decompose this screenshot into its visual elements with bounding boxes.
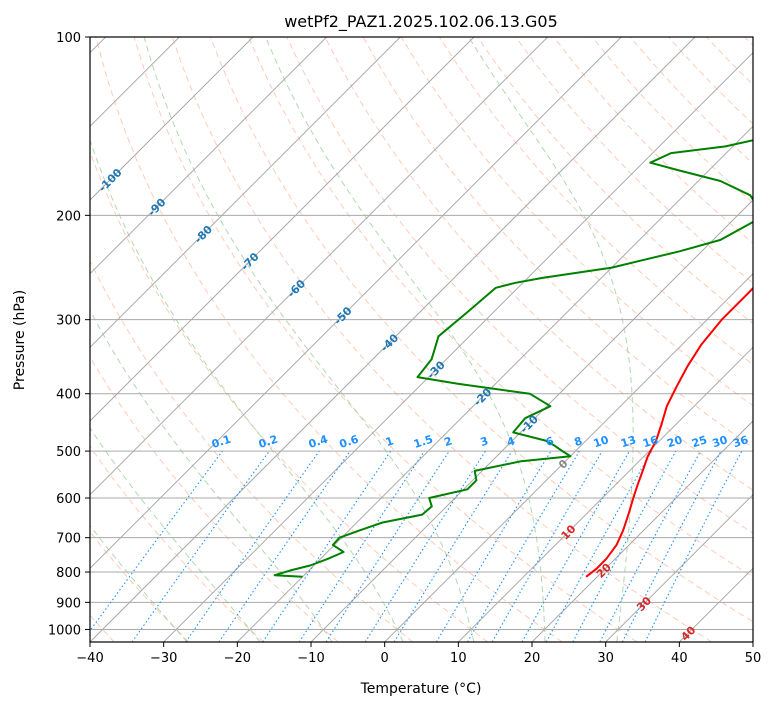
plot-frame xyxy=(89,36,754,643)
dry-adiabat-line xyxy=(90,356,339,642)
isotherm-line xyxy=(531,420,753,642)
mixing-ratio-label: 25 xyxy=(690,433,709,450)
mixing-ratio-line xyxy=(262,450,392,642)
x-tick-label: 30 xyxy=(597,651,614,666)
dewpoint-profile xyxy=(273,139,753,578)
y-tick-label: 900 xyxy=(56,596,81,611)
mixing-ratio-label: 0.4 xyxy=(307,432,330,450)
dry-adiabat-line xyxy=(515,37,753,284)
x-axis-label: Temperature (°C) xyxy=(360,681,482,697)
isotherm-line xyxy=(90,37,622,570)
isotherm-line xyxy=(90,37,549,496)
dry-adiabat-line xyxy=(90,259,414,642)
profile-lines xyxy=(273,139,753,578)
mixing-ratio-label: 4 xyxy=(505,434,517,449)
mixing-ratio-label: 30 xyxy=(711,433,730,450)
y-tick-label: 800 xyxy=(56,566,81,581)
isotherm-line xyxy=(90,37,328,275)
dry-adiabat-line xyxy=(171,37,712,642)
isotherm-line xyxy=(236,125,753,642)
moist-adiabat-line xyxy=(90,309,333,642)
isotherm-line xyxy=(384,272,753,642)
mixing-ratio-label: 6 xyxy=(544,434,556,449)
mixing-ratio-line xyxy=(90,450,223,632)
isotherm-line xyxy=(605,493,753,642)
mixing-ratio-line xyxy=(131,450,270,642)
mixing-ratio-label: 1 xyxy=(384,434,395,449)
mixing-ratio-label: 0.6 xyxy=(338,432,361,450)
axes: −40 −30 −20 −10 0 10 20 30 40 5010020030040050060… xyxy=(48,31,761,666)
x-tick-label: −20 xyxy=(224,651,251,666)
x-tick-label: 20 xyxy=(524,651,541,666)
mixing-ratio-label: 3 xyxy=(479,434,490,449)
dry-adiabat-line xyxy=(286,37,753,534)
isotherm-label: 40 xyxy=(678,623,698,643)
dry-adiabat-line xyxy=(95,37,563,642)
mixing-ratio-label: 0.2 xyxy=(257,433,280,451)
y-tick-label: 700 xyxy=(56,532,81,547)
mixing-ratio-line xyxy=(545,450,653,642)
dry-adiabats xyxy=(90,37,753,642)
y-tick-label: 100 xyxy=(56,31,81,46)
mixing-ratio-label: 1.5 xyxy=(412,433,435,451)
mixing-ratio-label: 2 xyxy=(443,434,454,449)
y-tick-label: 300 xyxy=(56,314,81,329)
mixing-ratio-line xyxy=(572,450,677,642)
mixing-ratio-label: 20 xyxy=(665,433,684,450)
x-tick-label: 0 xyxy=(381,651,389,666)
moist-adiabat-line xyxy=(90,524,188,642)
isotherm-line xyxy=(90,37,475,422)
isotherm-line xyxy=(90,37,401,349)
dry-adiabat-line xyxy=(210,37,753,623)
y-tick-label: 400 xyxy=(56,388,81,403)
mixing-ratio-line xyxy=(185,450,320,642)
mixing-ratio-line xyxy=(298,450,425,642)
temperature-profile xyxy=(585,286,753,578)
mixing-ratio-label: 16 xyxy=(641,433,660,450)
mixing-ratio-label: 13 xyxy=(619,433,638,450)
y-axis-label: Pressure (hPa) xyxy=(12,290,28,390)
mixing-ratio-line xyxy=(325,450,450,642)
moist-adiabat-line xyxy=(90,427,261,642)
dry-adiabat-line xyxy=(324,37,753,491)
mixing-ratio-line xyxy=(644,450,743,642)
grid-lines xyxy=(90,37,753,642)
moist-adiabat-line xyxy=(265,37,546,642)
dry-adiabat-line xyxy=(133,37,638,642)
y-tick-label: 500 xyxy=(56,445,81,460)
x-tick-label: 50 xyxy=(745,651,762,666)
y-tick-label: 1000 xyxy=(48,623,81,638)
x-tick-label: 10 xyxy=(450,651,467,666)
moist-adiabat-line xyxy=(90,138,404,642)
x-tick-label: 40 xyxy=(671,651,688,666)
mixing-ratio-line xyxy=(521,450,630,642)
mixing-ratio-label: 8 xyxy=(573,434,584,449)
mixing-ratio-line xyxy=(393,450,513,642)
y-tick-label: 200 xyxy=(56,209,81,224)
moist-adiabat-line xyxy=(143,37,475,642)
y-tick-label: 600 xyxy=(56,492,81,507)
mixing-ratio-label: 0.1 xyxy=(210,433,233,451)
moist-adiabats xyxy=(90,37,634,642)
mixing-ratio-labels: 0.1 0.2 0.4 0.6 1 1.5 2 3 4 6 8 10 13 16 20 25 30 36 xyxy=(210,432,750,450)
x-tick-label: −30 xyxy=(150,651,177,666)
isotherm-line xyxy=(457,346,753,642)
mixing-ratio-label: 36 xyxy=(731,433,750,450)
mixing-ratio-line xyxy=(218,450,351,642)
x-tick-label: −10 xyxy=(297,651,324,666)
chart-title: wetPf2_PAZ1.2025.102.06.13.G05 xyxy=(284,12,558,32)
dry-adiabat-line xyxy=(90,445,264,642)
isotherm-line xyxy=(310,199,753,642)
isotherm-line xyxy=(163,51,753,642)
mixing-ratio-label: 10 xyxy=(592,433,611,450)
isotherm-line xyxy=(90,37,696,642)
x-tick-label: −40 xyxy=(76,651,103,666)
isotherm-line xyxy=(90,37,254,201)
mixing-ratio-lines xyxy=(90,450,743,642)
dry-adiabat-line xyxy=(248,37,753,578)
